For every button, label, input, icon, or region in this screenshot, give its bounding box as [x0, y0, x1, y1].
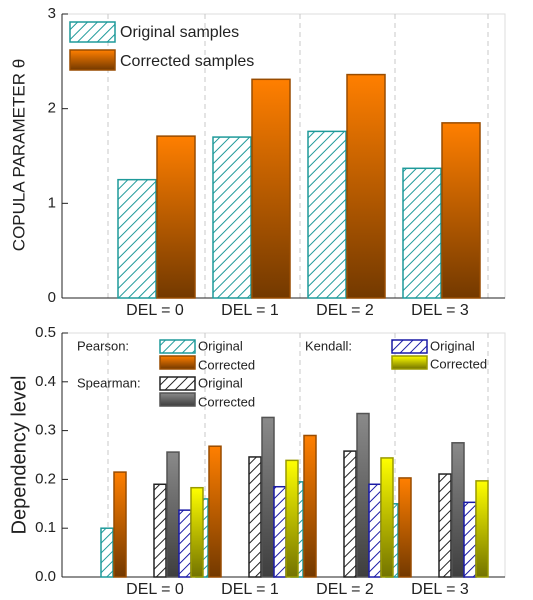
bar: [368, 483, 382, 578]
legend-label: Corrected: [430, 356, 487, 371]
legend-swatch: [159, 339, 196, 354]
x-tick-label: DEL = 3: [411, 581, 469, 598]
y-tick-label: 1: [48, 194, 56, 211]
bar: [251, 78, 291, 299]
legend-label: Original: [198, 375, 243, 390]
y-tick-label: 0.1: [35, 519, 56, 536]
y-tick-label: 3: [48, 5, 56, 22]
bar: [346, 73, 386, 299]
bar: [285, 459, 299, 578]
legend-swatch: [391, 339, 428, 354]
legend-label: Corrected: [198, 394, 255, 409]
bar: [190, 486, 204, 578]
x-tick-label: DEL = 0: [126, 302, 184, 319]
y-tick-label: 2: [48, 100, 56, 117]
bar: [208, 445, 222, 578]
legend-group: Pearson:: [77, 338, 129, 353]
legend-label: Corrected samples: [120, 53, 254, 70]
bar: [398, 477, 412, 578]
bar: [356, 412, 370, 578]
x-tick-label: DEL = 1: [221, 581, 279, 598]
bar: [113, 471, 127, 578]
legend-swatch: [69, 21, 116, 43]
bar: [438, 473, 452, 578]
y-tick-label: 0.2: [35, 470, 56, 487]
legend-label: Original: [198, 338, 243, 353]
bar: [166, 451, 180, 578]
bar: [212, 136, 252, 299]
legend-group: Kendall:: [305, 338, 352, 353]
bar: [380, 457, 394, 578]
bar: [475, 480, 489, 578]
legend-label: Original: [430, 338, 475, 353]
bar: [402, 167, 442, 299]
x-tick-label: DEL = 0: [126, 581, 184, 598]
bar: [261, 416, 275, 578]
bar: [117, 178, 157, 299]
x-tick-label: DEL = 2: [316, 302, 374, 319]
y-tick-label: 0.5: [35, 324, 56, 341]
bar: [451, 442, 465, 578]
legend-swatch: [159, 376, 196, 391]
bar: [343, 450, 357, 578]
legend-group: Spearman:: [77, 375, 141, 390]
y-axis-label: Dependency level: [8, 376, 30, 535]
legend-swatch: [159, 392, 196, 407]
legend-swatch: [69, 49, 116, 71]
bar: [178, 509, 192, 578]
bar: [273, 485, 287, 578]
y-tick-label: 0.0: [35, 568, 56, 585]
bar: [153, 483, 167, 578]
bar: [248, 456, 262, 578]
bar: [463, 501, 477, 578]
legend-swatch: [159, 355, 196, 370]
legend-label: Corrected: [198, 357, 255, 372]
y-tick-label: 0: [48, 289, 56, 306]
bar: [441, 122, 481, 299]
x-tick-label: DEL = 2: [316, 581, 374, 598]
bar: [156, 135, 196, 299]
legend-swatch: [391, 355, 428, 370]
x-tick-label: DEL = 3: [411, 302, 469, 319]
legend-label: Original samples: [120, 24, 239, 41]
y-tick-label: 0.4: [35, 373, 56, 390]
bar: [307, 130, 347, 299]
bar: [100, 527, 114, 578]
x-tick-label: DEL = 1: [221, 302, 279, 319]
y-tick-label: 0.3: [35, 422, 56, 439]
y-axis-label: COPULA PARAMETER θ: [9, 59, 28, 251]
bar: [303, 434, 317, 578]
